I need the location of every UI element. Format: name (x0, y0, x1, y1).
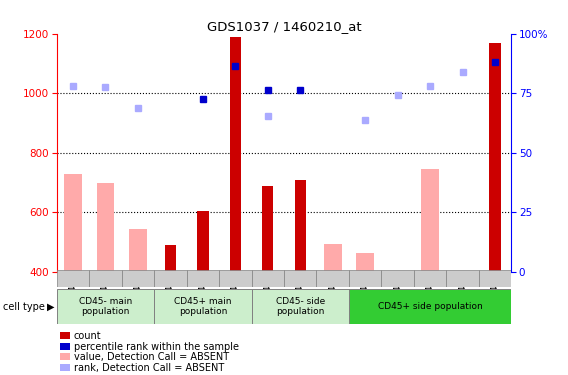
Bar (165, 245, 176, 272)
Bar (349, 289, 511, 324)
Bar (421, 169, 439, 272)
Bar (197, 211, 208, 272)
Bar (262, 186, 273, 272)
Text: percentile rank within the sample: percentile rank within the sample (74, 342, 239, 352)
Bar (154, 270, 187, 287)
Bar (252, 289, 349, 324)
Text: cell type: cell type (3, 302, 45, 312)
Bar (295, 180, 306, 272)
Text: CD45- side
population: CD45- side population (275, 297, 325, 316)
Bar (229, 37, 241, 272)
Text: count: count (74, 331, 102, 340)
Text: rank, Detection Call = ABSENT: rank, Detection Call = ABSENT (74, 363, 224, 372)
Bar (446, 270, 479, 287)
Title: GDS1037 / 1460210_at: GDS1037 / 1460210_at (207, 20, 361, 33)
Bar (154, 289, 252, 324)
Bar (414, 270, 446, 287)
Bar (324, 244, 341, 272)
Bar (381, 270, 414, 287)
Bar (97, 183, 114, 272)
Text: CD45- main
population: CD45- main population (79, 297, 132, 316)
Bar (356, 252, 374, 272)
Bar (57, 289, 154, 324)
Bar (89, 270, 122, 287)
Bar (57, 270, 89, 287)
Bar (489, 43, 500, 272)
Bar (349, 270, 381, 287)
Bar (284, 270, 316, 287)
Bar (122, 270, 154, 287)
Bar (316, 270, 349, 287)
Bar (187, 270, 219, 287)
Bar (479, 270, 511, 287)
Bar (64, 174, 82, 272)
Text: value, Detection Call = ABSENT: value, Detection Call = ABSENT (74, 352, 229, 362)
Text: CD45+ side population: CD45+ side population (378, 302, 482, 311)
Bar (252, 270, 284, 287)
Bar (219, 270, 252, 287)
Text: CD45+ main
population: CD45+ main population (174, 297, 232, 316)
Bar (129, 229, 147, 272)
Text: ▶: ▶ (47, 302, 55, 312)
